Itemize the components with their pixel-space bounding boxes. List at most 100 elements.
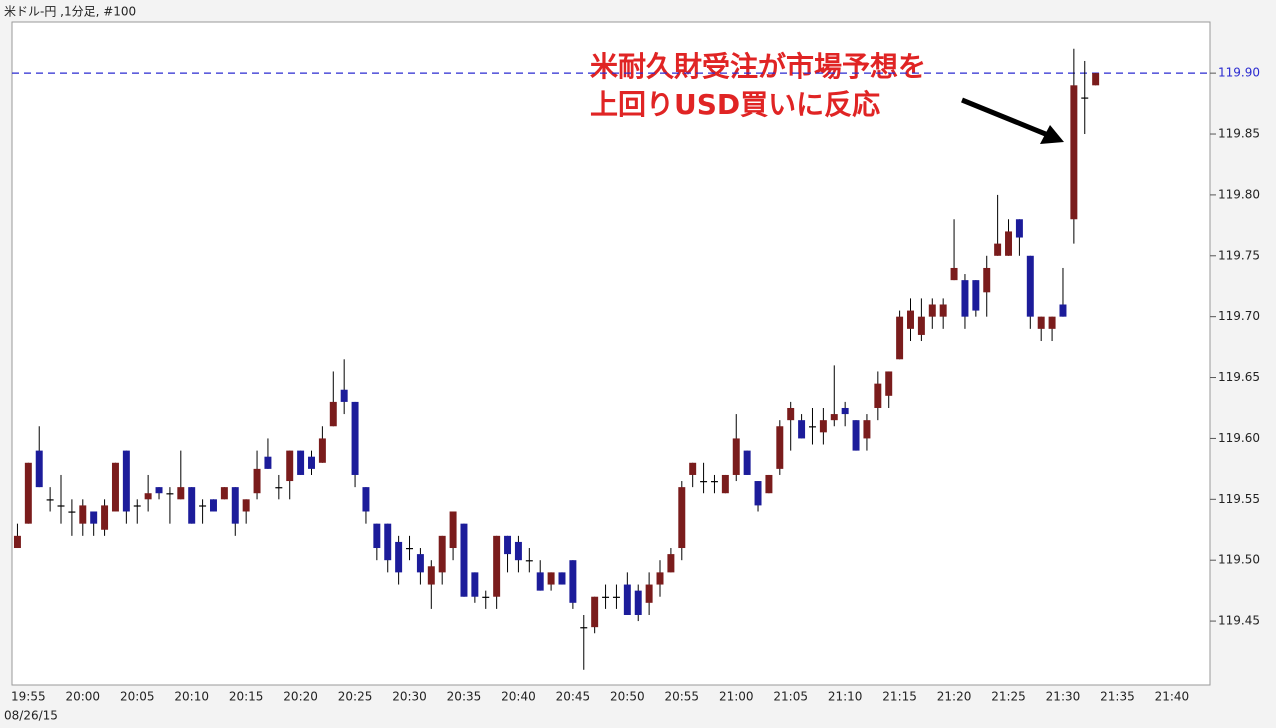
candle-body <box>547 572 555 585</box>
candle-body <box>373 523 381 549</box>
candle-body <box>710 481 718 483</box>
annotation: 米耐久財受注が市場予想を <box>590 50 926 83</box>
plot-area <box>11 21 1211 686</box>
candle-body <box>133 505 141 507</box>
x-tick-label: 20:45 <box>556 690 591 704</box>
candle-body <box>808 426 816 428</box>
candle-body <box>667 554 675 573</box>
candle-body <box>24 462 32 524</box>
candle-body <box>144 493 152 500</box>
candle-body <box>504 535 512 555</box>
x-tick-label: 20:40 <box>501 690 536 704</box>
candle-body <box>68 511 76 513</box>
candle-body <box>188 487 196 524</box>
candle-body <box>525 560 533 562</box>
x-tick-label: 20:20 <box>283 690 318 704</box>
x-tick-label: 20:05 <box>120 690 155 704</box>
candle-body <box>275 487 283 489</box>
y-tick-label: 119.55 <box>1218 492 1260 506</box>
candle-body <box>939 304 947 317</box>
candle-body <box>220 487 228 500</box>
y-tick-label: 119.70 <box>1218 309 1260 323</box>
candle-body <box>155 487 163 494</box>
arrow-head <box>1040 125 1064 144</box>
y-tick-label: 119.85 <box>1218 127 1260 141</box>
candle-body <box>776 426 784 469</box>
y-tick-label: 119.60 <box>1218 431 1260 445</box>
x-tick-label: 21:25 <box>991 690 1026 704</box>
candle-body <box>743 450 751 475</box>
candle-body <box>253 468 261 494</box>
candle-body <box>231 487 239 524</box>
candle-body <box>1092 73 1100 86</box>
y-tick-label: 119.45 <box>1218 614 1260 628</box>
candle-body <box>928 304 936 317</box>
y-tick-label: 119.65 <box>1218 370 1260 384</box>
candle-body <box>787 407 795 421</box>
x-tick-label: 21:15 <box>882 690 917 704</box>
y-tick-label: 119.50 <box>1218 553 1260 567</box>
y-tick-label: 119.75 <box>1218 248 1260 262</box>
x-tick-label: 20:10 <box>174 690 209 704</box>
candle-body <box>656 572 664 585</box>
candle-body <box>35 450 43 488</box>
candle-body <box>874 383 882 408</box>
candle-body <box>645 584 653 603</box>
candle-body <box>885 371 893 396</box>
x-tick-label: 21:35 <box>1100 690 1135 704</box>
candle-body <box>101 505 109 530</box>
candle-body <box>79 505 87 524</box>
x-tick-label: 21:10 <box>828 690 863 704</box>
candle-body <box>961 280 969 317</box>
candle-body <box>177 487 185 500</box>
candle-body <box>406 548 414 550</box>
candle-body <box>13 535 21 549</box>
candle-body <box>471 572 479 597</box>
candle-body <box>318 438 326 463</box>
annotation: 上回りUSD買いに反応 <box>590 88 880 121</box>
x-tick-label: 20:35 <box>447 690 482 704</box>
chart-title: 米ドル-円 ,1分足, #100 <box>4 5 136 19</box>
candle-body <box>351 401 359 475</box>
candle-body <box>580 627 588 629</box>
candle-body <box>199 505 207 507</box>
candle-body <box>1037 316 1045 329</box>
candle-body <box>1081 97 1089 99</box>
candle-body <box>286 450 294 482</box>
candle-body <box>721 474 729 494</box>
candle-body <box>602 596 610 598</box>
candle-body <box>732 438 740 475</box>
candle-body <box>514 541 522 561</box>
candle-body <box>678 487 686 549</box>
arrow <box>961 97 1049 138</box>
y-tick-label: 119.90 <box>1218 66 1260 80</box>
candle-body <box>950 267 958 281</box>
candle-body <box>1070 85 1078 220</box>
candle-body <box>1048 316 1056 329</box>
candle-body <box>994 243 1002 256</box>
x-tick-label: 20:15 <box>229 690 264 704</box>
x-tick-label: 20:25 <box>338 690 373 704</box>
candle-body <box>819 420 827 433</box>
candle-body <box>427 566 435 585</box>
candle-body <box>852 420 860 451</box>
candle-body <box>841 407 849 415</box>
x-tick-label: 21:20 <box>937 690 972 704</box>
candle-body <box>1005 231 1013 256</box>
x-tick-label: 21:40 <box>1155 690 1190 704</box>
candle-body <box>46 499 54 501</box>
candle-body <box>689 462 697 475</box>
candle-body <box>308 456 315 469</box>
candle-body <box>907 310 914 329</box>
x-tick-label: 21:30 <box>1046 690 1081 704</box>
candle-body <box>983 267 991 293</box>
x-tick-label: 21:00 <box>719 690 754 704</box>
candle-body <box>493 535 501 597</box>
x-tick-label: 20:50 <box>610 690 645 704</box>
candle-body <box>264 456 272 469</box>
candle-body <box>700 481 708 483</box>
candle-body <box>623 584 631 615</box>
x-tick-label: 20:55 <box>664 690 699 704</box>
candle-body <box>591 596 599 628</box>
